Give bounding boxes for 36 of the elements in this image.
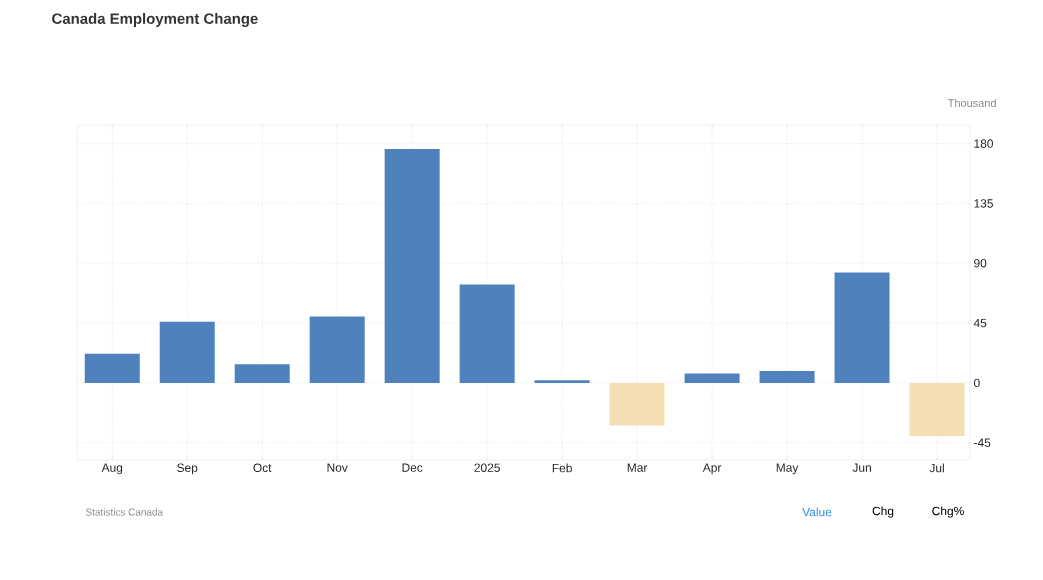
bar (609, 382, 665, 426)
y-tick-label: 90 (974, 259, 987, 268)
x-tick-label: Jun (852, 463, 871, 472)
text: Chg (872, 506, 894, 518)
x-tick-label: May (776, 463, 799, 475)
bar (684, 373, 740, 383)
x-tick-label: Sep (177, 463, 198, 475)
y-tick-label: 135 (974, 199, 993, 208)
bar (309, 316, 365, 383)
x-tick-label: Oct (253, 463, 272, 472)
x-tick-label: Aug (101, 463, 123, 475)
x-tick-label: Feb (552, 463, 572, 473)
x-tick-label: Mar (627, 463, 648, 472)
text: Chg% (932, 506, 964, 518)
bar (234, 364, 290, 383)
bar (834, 272, 890, 383)
bar (909, 382, 965, 437)
bar (84, 353, 140, 383)
y-tick-label: 0 (974, 378, 980, 388)
bar (159, 321, 215, 383)
x-tick-label: Apr (702, 463, 722, 475)
x-tick-label: Jul (929, 463, 944, 473)
text: Value (802, 507, 832, 517)
y-tick-label: 180 (974, 139, 994, 148)
x-tick-label: 2025 (474, 463, 500, 472)
y-tick-label: -45 (974, 438, 991, 447)
bar (459, 284, 515, 383)
bar (384, 148, 440, 383)
x-tick-label: Nov (327, 463, 348, 472)
bar (759, 370, 815, 383)
y-tick-label: 45 (973, 318, 987, 328)
bar (534, 380, 590, 383)
text: Statistics Canada (85, 508, 164, 516)
chart-title: Canada Employment Change (52, 12, 258, 27)
x-tick-label: Dec (402, 463, 423, 472)
y-axis-title: Thousand (947, 98, 996, 108)
